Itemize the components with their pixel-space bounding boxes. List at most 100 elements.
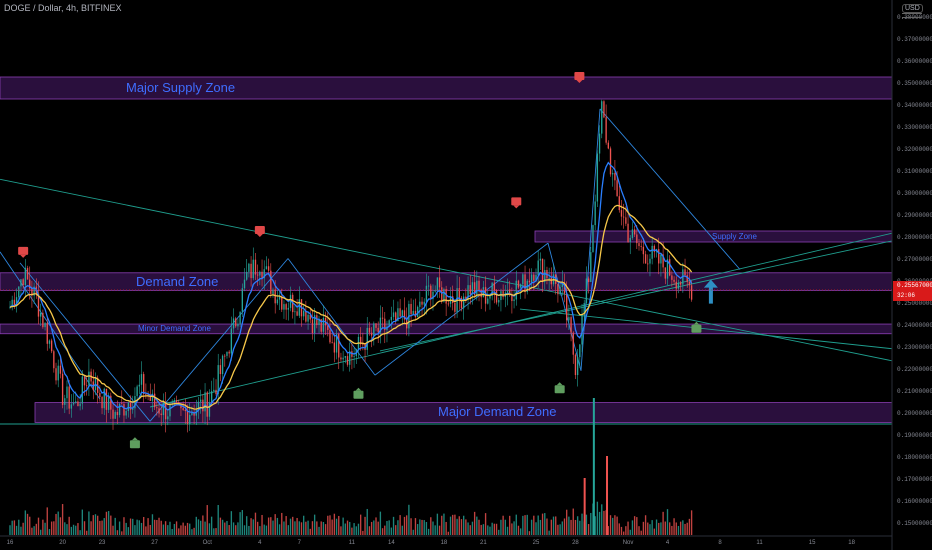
candle-body	[250, 263, 252, 279]
volume-bar	[397, 520, 399, 535]
moving-averages	[9, 161, 693, 414]
volume-bar	[138, 520, 140, 535]
candle-body	[263, 269, 265, 279]
menu-icon[interactable]	[902, 13, 922, 18]
candle-body	[432, 291, 434, 299]
volume-bar	[136, 519, 138, 535]
volume-bar	[162, 524, 165, 535]
candle-body	[285, 304, 287, 310]
candle-body	[33, 286, 35, 296]
sell-marker-tip	[513, 205, 520, 209]
volume-bar	[644, 515, 647, 535]
candle-body	[206, 392, 208, 417]
volume-bar	[581, 513, 583, 535]
candle-body	[213, 389, 215, 392]
candle-body	[125, 410, 127, 416]
candle-body	[276, 299, 279, 304]
minor-demand-zone-label: Minor Demand Zone	[138, 323, 211, 333]
volume-bar	[322, 521, 325, 535]
candle-body	[303, 310, 305, 317]
candle-body	[566, 293, 568, 321]
price-tick-label: 0.19000000	[897, 432, 932, 439]
candle-body	[379, 317, 382, 333]
candle-body	[237, 323, 239, 327]
volume-bar	[480, 524, 482, 535]
candle-body	[261, 271, 263, 279]
currency-badge[interactable]: USD	[902, 4, 923, 13]
candle-body	[331, 342, 333, 344]
candle-body	[138, 384, 140, 387]
volume-bar	[502, 515, 504, 535]
candle-body	[425, 285, 428, 302]
volume-bar	[491, 522, 493, 535]
volume-bar	[566, 509, 568, 535]
volume-bar	[631, 520, 634, 535]
candle-body	[46, 322, 48, 344]
candle-body	[248, 263, 250, 272]
volume-bar	[539, 519, 542, 535]
candle-body	[103, 388, 105, 409]
price-tick-label: 0.21000000	[897, 388, 932, 395]
time-tick-label: 20	[59, 540, 66, 546]
candle-body	[204, 392, 206, 412]
volume-bar	[647, 522, 649, 535]
volume-bar	[359, 514, 362, 535]
volume-bar	[677, 525, 680, 535]
volume-bar	[658, 522, 660, 535]
sell-marker-body	[574, 72, 585, 80]
minor-demand-zone	[0, 323, 893, 335]
volume-bar	[642, 521, 645, 535]
volume-bar	[614, 515, 616, 535]
volume-bar	[254, 512, 257, 535]
major-demand-zone-label: Major Demand Zone	[438, 404, 557, 420]
volume-bar	[568, 516, 570, 535]
candle-body	[458, 288, 460, 298]
volume-bar	[307, 520, 309, 535]
candle-body	[197, 401, 200, 411]
candle-body	[447, 303, 450, 305]
candle-body	[333, 342, 336, 353]
trendlines	[0, 108, 893, 425]
volume-bar	[622, 531, 625, 535]
volume-bar	[204, 521, 206, 535]
volume-bar	[653, 528, 656, 535]
candle-body	[311, 319, 314, 334]
candle-body	[660, 254, 662, 264]
candle-body	[491, 282, 493, 296]
candle-body	[616, 180, 618, 197]
candle-body	[143, 374, 145, 395]
volume-bar	[559, 524, 561, 535]
volume-bar	[357, 523, 360, 535]
candle-body	[50, 340, 53, 352]
candle-body	[145, 394, 147, 395]
volume-bar	[579, 520, 581, 535]
volume-bar	[193, 527, 195, 535]
volume-bar	[377, 521, 379, 535]
volume-bar	[316, 521, 318, 535]
time-tick-label: 14	[388, 540, 395, 546]
sell-marker-body	[18, 246, 29, 255]
candle-body	[20, 279, 22, 287]
volume-bar	[64, 522, 66, 535]
candle-body	[473, 282, 476, 296]
volume-bar	[46, 507, 48, 535]
volume-bar	[609, 515, 612, 535]
candle-body	[193, 412, 195, 416]
volume-bar	[70, 526, 73, 535]
candle-body	[410, 303, 412, 315]
symbol-title: DOGE / Dollar, 4h, BITFINEX	[4, 3, 122, 13]
bar-countdown: 32:06	[897, 292, 916, 299]
candle-body	[583, 303, 585, 315]
candle-body	[541, 258, 544, 282]
price-tick-label: 0.31000000	[897, 168, 932, 175]
candle-body	[210, 391, 213, 403]
candle-body	[511, 293, 513, 302]
candle-body	[614, 173, 616, 181]
volume-bar	[127, 527, 130, 535]
candle-body	[61, 373, 64, 405]
volume-bar	[331, 519, 333, 535]
candle-body	[252, 259, 254, 279]
trendline	[547, 242, 582, 371]
volume-bar	[392, 516, 395, 535]
